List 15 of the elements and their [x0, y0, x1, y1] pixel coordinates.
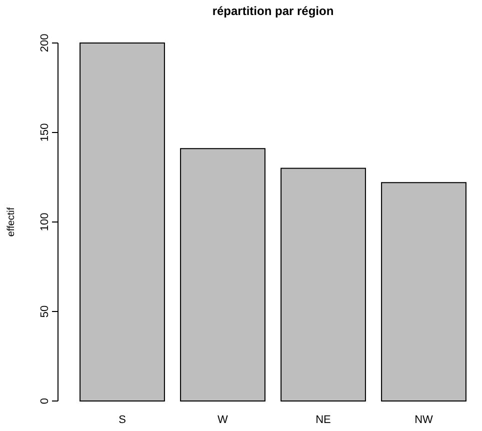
- x-tick-label: S: [118, 414, 126, 426]
- chart-title: répartition par région: [212, 4, 334, 18]
- y-tick-label: 0: [39, 398, 51, 404]
- y-tick-label: 150: [39, 123, 51, 142]
- y-tick-label: 50: [39, 305, 51, 318]
- bar: [381, 182, 466, 402]
- y-axis-title: effectif: [6, 207, 17, 237]
- y-tick-label: 100: [39, 212, 51, 232]
- x-tick-label: NW: [414, 414, 434, 426]
- bar: [280, 168, 366, 402]
- x-tick-label: NE: [316, 414, 331, 426]
- x-tick-label: W: [218, 414, 229, 426]
- bar: [180, 148, 266, 402]
- y-tick-label: 200: [39, 34, 51, 52]
- bar: [80, 42, 165, 402]
